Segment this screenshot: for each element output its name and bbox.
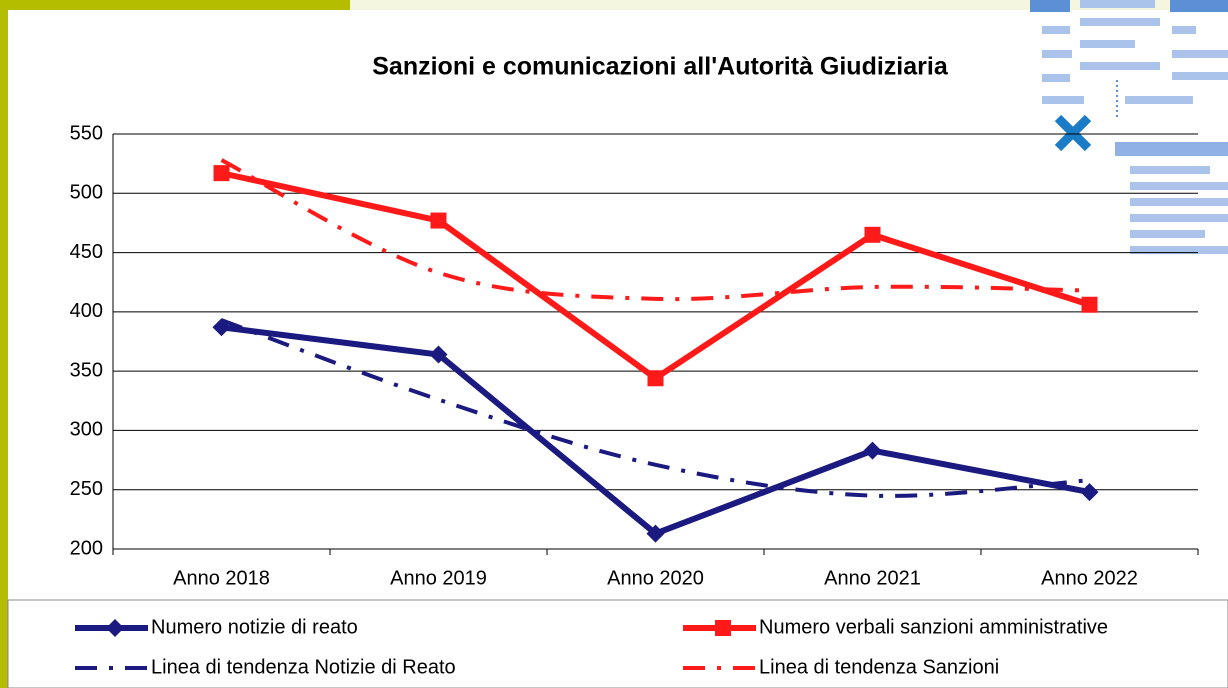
data-point [429, 345, 448, 364]
legend-label: Numero verbali sanzioni amministrative [759, 616, 1108, 638]
y-tick-label: 300 [70, 419, 103, 441]
top-band [350, 0, 1228, 10]
data-point [1081, 296, 1098, 313]
top-accent [0, 0, 350, 10]
x-tick-label: Anno 2018 [173, 567, 270, 589]
data-point [213, 165, 230, 182]
legend-marker [715, 620, 731, 636]
x-tick-label: Anno 2021 [824, 567, 921, 589]
x-tick-label: Anno 2019 [390, 567, 487, 589]
data-point [1080, 483, 1099, 502]
legend [7, 599, 1228, 688]
legend-label: Linea di tendenza Notizie di Reato [151, 656, 456, 678]
data-point [647, 370, 664, 387]
y-tick-label: 500 [70, 182, 103, 204]
y-tick-label: 400 [70, 300, 103, 322]
x-tick-label: Anno 2022 [1041, 567, 1138, 589]
decoration [1030, 0, 1228, 254]
y-tick-label: 200 [70, 537, 103, 559]
legend-label: Linea di tendenza Sanzioni [759, 656, 999, 678]
chart-title: Sanzioni e comunicazioni all'Autorità Gi… [372, 53, 949, 81]
data-point [864, 226, 881, 243]
legend-label: Numero notizie di reato [151, 616, 358, 638]
x-tick-label: Anno 2020 [607, 567, 704, 589]
data-point [863, 441, 882, 460]
data-point [430, 212, 447, 229]
series-line [220, 170, 1091, 382]
data-point [646, 524, 665, 543]
y-tick-label: 250 [70, 478, 103, 500]
series-line [220, 158, 1090, 302]
y-tick-label: 450 [70, 241, 103, 263]
left-accent [0, 0, 8, 688]
y-tick-label: 550 [70, 122, 103, 144]
legend-marker [106, 619, 124, 637]
y-tick-label: 350 [70, 359, 103, 381]
series-line [220, 318, 1090, 498]
